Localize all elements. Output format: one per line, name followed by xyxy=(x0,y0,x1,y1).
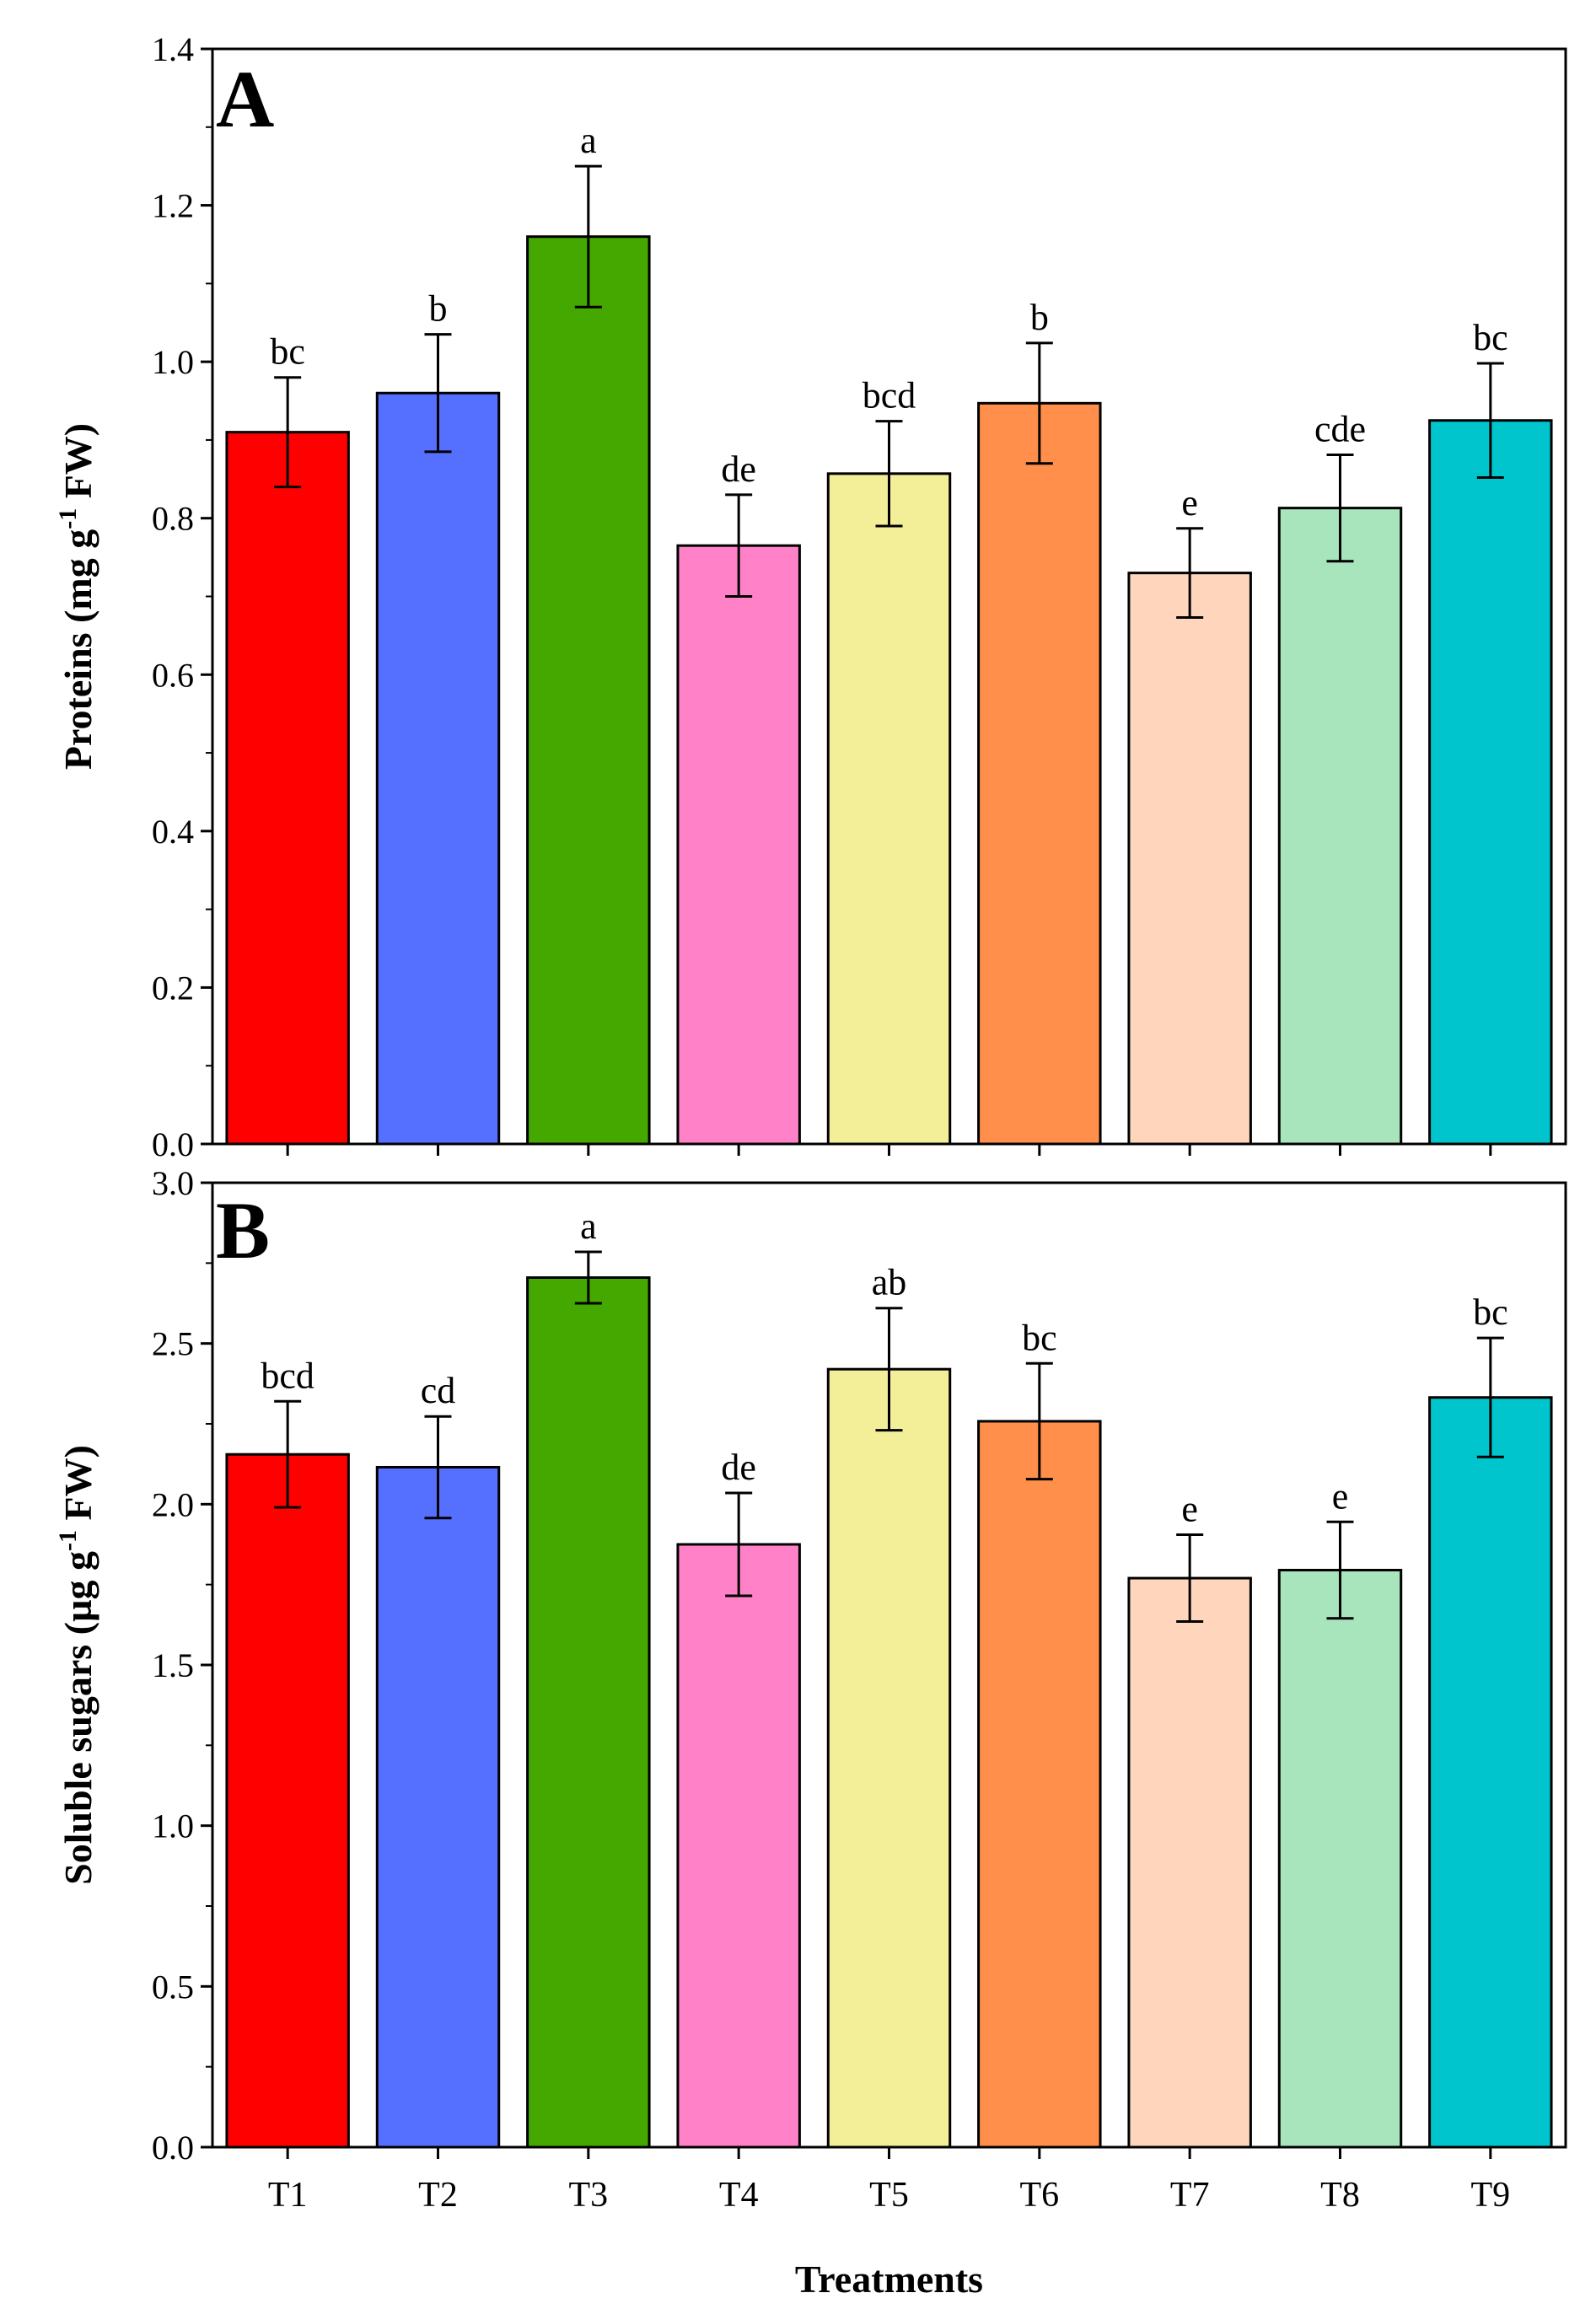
panel-b-y-axis-title-end: FW) xyxy=(56,1445,99,1530)
panel-a-ytick-label: 0.8 xyxy=(152,500,194,538)
panel-a-y-axis-title-main: Proteins (mg g xyxy=(56,529,99,770)
xtick-label-t9: T9 xyxy=(1471,2176,1511,2215)
panel-b-bar-t8 xyxy=(1277,1569,1403,2149)
panel-b-ytick-label: 0.5 xyxy=(152,1968,194,2006)
xtick-label-t5: T5 xyxy=(869,2176,909,2215)
panel-b-significance-label: de xyxy=(721,1447,756,1488)
xtick-label-t4: T4 xyxy=(719,2176,759,2215)
panel-b-bar-t2 xyxy=(375,1465,501,2149)
panel-a-significance-label: b xyxy=(1030,297,1049,338)
panel-b-significance-label: bc xyxy=(1473,1291,1508,1333)
panel-a-bar-t4 xyxy=(676,544,801,1146)
panel-a-significance-label: cde xyxy=(1314,409,1366,450)
panel-a-bar-t1 xyxy=(225,431,350,1146)
panel-a-y-axis-title: Proteins (mg g-1 FW) xyxy=(54,423,99,770)
panel-a-bar-t5 xyxy=(826,472,952,1146)
xtick-label-t6: T6 xyxy=(1020,2176,1060,2215)
panel-a-letter: A xyxy=(216,54,274,144)
xtick-label-t1: T1 xyxy=(268,2176,308,2215)
xtick-label-t2: T2 xyxy=(418,2176,458,2215)
panel-a-significance-label: de xyxy=(721,448,756,490)
xtick-label-t3: T3 xyxy=(569,2176,609,2215)
panel-b-ytick-label: 2.5 xyxy=(152,1325,194,1363)
panel-b-bar-t4 xyxy=(676,1543,801,2149)
panel-a-significance-label: e xyxy=(1181,482,1198,524)
panel-b-bar-t1 xyxy=(225,1453,350,2149)
panel-b-ytick-label: 2.0 xyxy=(152,1485,194,1523)
panel-a-ytick-label: 0.2 xyxy=(152,969,194,1007)
panel-b-y-axis-title: Soluble sugars (µg g-1 FW) xyxy=(54,1445,99,1885)
panel-a-ytick-label: 0.4 xyxy=(152,813,194,851)
panel-b-y-axis-title-main: Soluble sugars (µg g xyxy=(56,1551,99,1885)
x-axis-title: Treatments xyxy=(795,2258,983,2301)
xtick-label-t8: T8 xyxy=(1320,2176,1360,2215)
panel-b-soluble-sugars-chart: 0.0 0.5 1.0 1.5 2.0 2.5 3.0 bcd T1 cd T2 a T3 de T4 ab T… xyxy=(54,1164,1567,2301)
panel-a-y-axis-title-end: FW) xyxy=(56,423,99,508)
panel-b-ytick-label: 0.0 xyxy=(152,2129,194,2167)
panel-a-significance-label: bcd xyxy=(862,375,916,416)
panel-b-significance-label: bcd xyxy=(261,1355,314,1396)
panel-b-ytick-label: 1.0 xyxy=(152,1807,194,1845)
panel-a-significance-label: b xyxy=(429,288,448,330)
panel-b-significance-label: a xyxy=(580,1206,597,1247)
panel-b-significance-label: e xyxy=(1332,1475,1349,1517)
panel-b-significance-label: cd xyxy=(421,1370,456,1411)
panel-a-bar-t3 xyxy=(526,235,651,1146)
panel-a-ytick-label: 0.0 xyxy=(152,1125,194,1163)
panel-b-ytick-label: 1.5 xyxy=(152,1646,194,1684)
panel-b-significance-label: ab xyxy=(872,1262,907,1303)
panel-b-letter: B xyxy=(216,1185,270,1275)
panel-b-bar-t5 xyxy=(826,1367,952,2149)
panel-a-ytick-label: 1.2 xyxy=(152,187,194,225)
panel-b-bar-t7 xyxy=(1127,1576,1252,2149)
panel-a-significance-label: bc xyxy=(1473,317,1508,358)
panel-a-ytick-label: 1.0 xyxy=(152,343,194,381)
panel-b-bar-t3 xyxy=(526,1275,651,2149)
panel-a-bar-t6 xyxy=(977,401,1102,1146)
panel-a-ytick-label: 1.4 xyxy=(152,30,194,68)
panel-a-y-axis-title-superscript: -1 xyxy=(54,508,82,529)
panel-b-ytick-label: 3.0 xyxy=(152,1164,194,1202)
panel-b-bar-t9 xyxy=(1428,1396,1553,2149)
xtick-label-t7: T7 xyxy=(1170,2176,1210,2215)
panel-b-bar-t6 xyxy=(977,1420,1102,2149)
panel-a-ytick-label: 0.6 xyxy=(152,656,194,694)
panel-b-y-axis-title-superscript: -1 xyxy=(54,1530,82,1551)
panel-a-significance-label: a xyxy=(580,120,597,161)
panel-b-significance-label: bc xyxy=(1022,1317,1057,1358)
panel-a-significance-label: bc xyxy=(270,331,305,373)
panel-a-bar-t2 xyxy=(375,391,501,1146)
panel-a-proteins-chart: 0.0 0.2 0.4 0.6 0.8 1.0 1.2 1.4 bc b a de bcd b e cde bc… xyxy=(54,30,1567,1163)
panel-b-significance-label: e xyxy=(1181,1489,1198,1530)
panel-a-bar-t9 xyxy=(1428,419,1553,1146)
panel-a-bar-t8 xyxy=(1277,507,1403,1146)
panel-a-bar-t7 xyxy=(1127,572,1252,1146)
